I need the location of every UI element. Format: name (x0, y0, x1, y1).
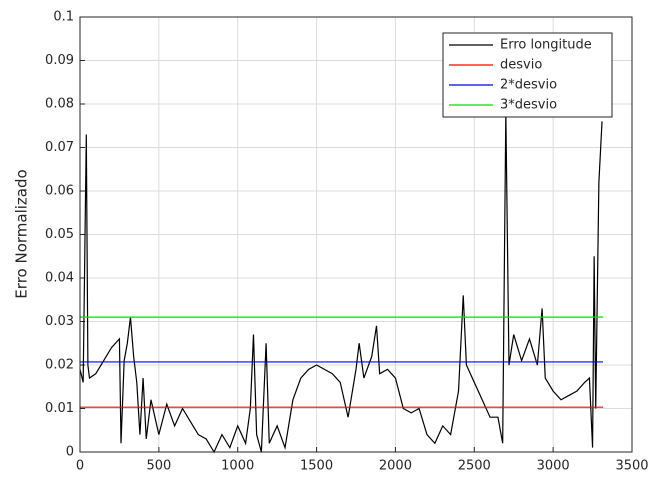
y-tick-label: 0.09 (45, 53, 74, 68)
x-tick-label: 1500 (300, 459, 333, 474)
x-tick-label: 2000 (379, 459, 412, 474)
legend-label: desvio (500, 58, 542, 73)
y-tick-label: 0.03 (45, 314, 74, 329)
y-tick-label: 0.07 (45, 140, 74, 155)
legend-label: 3*desvio (500, 98, 557, 113)
x-tick-label: 3500 (615, 459, 648, 474)
y-axis-label: Erro Normalizado (13, 169, 31, 298)
x-tick-label: 3000 (537, 459, 570, 474)
y-tick-label: 0 (66, 445, 74, 460)
legend-label: Erro longitude (500, 38, 592, 53)
legend-label: 2*desvio (500, 78, 557, 93)
y-tick-label: 0.05 (45, 227, 74, 242)
y-tick-label: 0.04 (45, 271, 74, 286)
y-tick-label: 0.1 (53, 10, 74, 25)
y-tick-label: 0.02 (45, 358, 74, 373)
data-line (79, 112, 603, 454)
x-tick-label: 0 (76, 459, 84, 474)
y-tick-label: 0.06 (45, 184, 74, 199)
x-tick-label: 2500 (458, 459, 491, 474)
legend-box (442, 32, 613, 118)
y-tick-label: 0.08 (45, 97, 74, 112)
x-tick-label: 500 (146, 459, 171, 474)
x-tick-label: 1000 (221, 459, 254, 474)
y-tick-label: 0.01 (45, 401, 74, 416)
axes-box (79, 16, 633, 453)
